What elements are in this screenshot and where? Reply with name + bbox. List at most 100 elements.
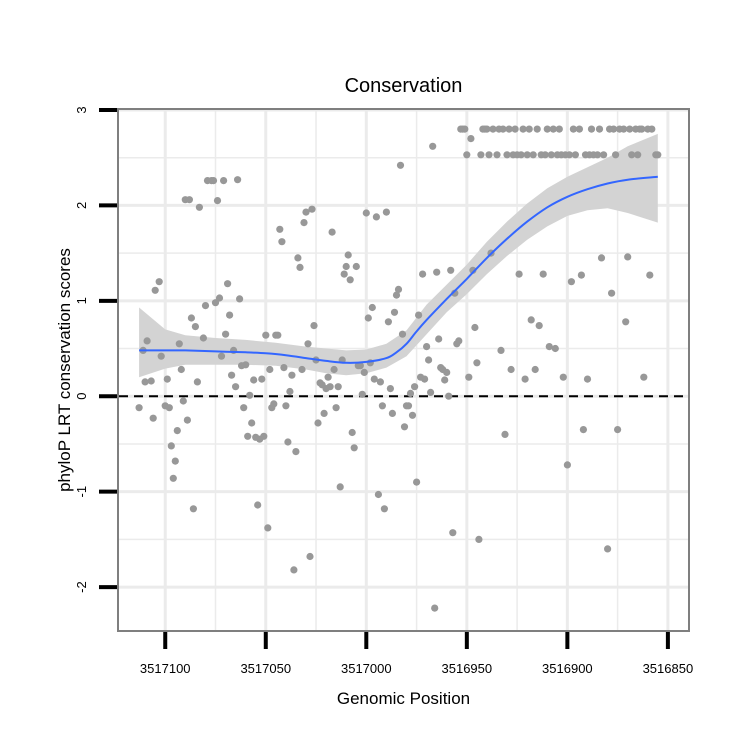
data-point	[290, 566, 298, 574]
data-point	[135, 404, 143, 412]
data-point	[577, 271, 586, 279]
data-point	[236, 295, 244, 303]
data-point	[473, 359, 481, 367]
data-point	[620, 125, 628, 133]
data-point	[388, 409, 396, 417]
data-point	[173, 427, 181, 435]
data-point	[270, 400, 278, 408]
data-point	[189, 505, 197, 513]
data-point	[646, 271, 654, 279]
y-tick-label: 0	[74, 393, 89, 400]
data-point	[612, 151, 620, 159]
x-tick-label: 3517000	[341, 661, 392, 676]
data-point	[346, 276, 354, 284]
data-point	[334, 383, 342, 391]
data-point	[471, 323, 479, 332]
data-point	[326, 383, 334, 391]
data-point	[539, 270, 547, 278]
x-tick-label: 3516900	[542, 661, 593, 676]
data-point	[382, 208, 390, 216]
data-point	[519, 125, 527, 133]
data-point	[455, 337, 463, 345]
data-point	[224, 280, 232, 288]
data-point	[628, 151, 636, 159]
data-point	[527, 316, 535, 324]
data-point	[374, 490, 382, 499]
data-point	[276, 225, 284, 233]
data-point	[571, 151, 580, 159]
data-point	[595, 125, 604, 133]
data-point	[352, 262, 360, 271]
data-point	[404, 402, 413, 410]
data-point	[392, 291, 401, 299]
data-point	[593, 151, 602, 159]
data-point	[201, 302, 210, 310]
data-point	[638, 125, 646, 133]
data-point	[396, 161, 405, 169]
data-point	[493, 151, 501, 159]
data-point	[320, 409, 328, 417]
data-point	[505, 125, 513, 133]
data-point	[298, 365, 306, 374]
data-point	[165, 404, 173, 412]
x-tick-label: 3517050	[240, 661, 291, 676]
data-point	[300, 219, 308, 227]
data-point	[463, 151, 471, 159]
y-tick-label: 1	[74, 297, 89, 304]
y-tick-label: -2	[74, 581, 89, 593]
data-point	[610, 125, 618, 133]
data-point	[242, 361, 250, 369]
data-point	[419, 270, 427, 278]
smooth-line-layer	[139, 175, 658, 364]
data-point	[376, 378, 384, 386]
data-point	[324, 373, 332, 381]
data-point	[248, 419, 256, 427]
y-tick-label: 3	[74, 106, 89, 113]
data-point	[211, 299, 220, 307]
y-axis: -2 -1 0 1 2 3	[74, 106, 117, 593]
data-point	[187, 314, 195, 322]
data-point	[567, 278, 576, 286]
data-point	[483, 125, 491, 133]
data-point	[220, 177, 228, 185]
data-point	[415, 311, 423, 319]
data-point	[232, 383, 240, 391]
data-point	[296, 263, 304, 271]
data-point	[282, 402, 290, 410]
data-point	[358, 390, 366, 398]
data-point	[565, 151, 574, 159]
data-point	[215, 294, 224, 302]
data-point	[274, 331, 282, 339]
data-point	[147, 377, 155, 385]
data-point	[445, 392, 453, 400]
data-point	[344, 251, 352, 259]
data-point	[390, 308, 399, 316]
data-point	[330, 365, 338, 374]
data-point	[521, 375, 529, 383]
data-point	[368, 303, 376, 312]
data-point	[461, 125, 469, 133]
data-point	[398, 330, 407, 338]
data-point	[310, 322, 318, 330]
data-point	[246, 391, 254, 399]
data-point	[525, 125, 533, 133]
data-point	[308, 205, 316, 213]
data-point	[583, 375, 592, 383]
data-point	[597, 254, 606, 262]
data-point	[523, 151, 531, 159]
data-point	[435, 335, 443, 343]
data-point	[475, 535, 483, 544]
data-point	[195, 203, 203, 211]
data-point	[477, 151, 485, 159]
data-point	[151, 286, 159, 294]
data-point	[141, 378, 149, 386]
data-point	[386, 385, 394, 393]
data-point	[443, 368, 451, 376]
data-point	[406, 389, 415, 397]
data-point	[254, 501, 262, 509]
data-point	[501, 430, 509, 438]
data-point	[149, 414, 157, 422]
data-point	[425, 356, 433, 364]
